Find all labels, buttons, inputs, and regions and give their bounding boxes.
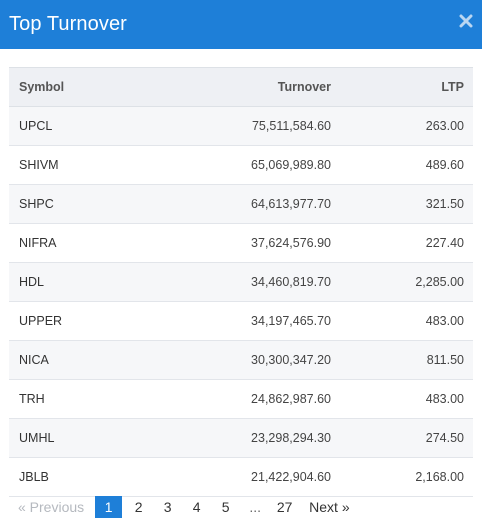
cell-symbol: UMHL	[9, 418, 159, 458]
cell-symbol: UPPER	[9, 301, 159, 341]
turnover-table: Symbol Turnover LTP UPCL 75,511,584.60 263…	[9, 67, 473, 497]
cell-symbol: SHIVM	[9, 145, 159, 185]
modal-title: Top Turnover	[9, 13, 127, 35]
table-row[interactable]: SHPC 64,613,977.70 321.50	[9, 184, 473, 224]
cell-ltp: 811.50	[337, 340, 473, 380]
table-row[interactable]: NICA 30,300,347.20 811.50	[9, 340, 473, 380]
cell-turnover: 65,069,989.80	[159, 145, 337, 185]
cell-symbol: NICA	[9, 340, 159, 380]
table-row[interactable]: UPPER 34,197,465.70 483.00	[9, 301, 473, 341]
cell-turnover: 64,613,977.70	[159, 184, 337, 224]
cell-turnover: 34,460,819.70	[159, 262, 337, 302]
cell-symbol: NIFRA	[9, 223, 159, 263]
cell-ltp: 274.50	[337, 418, 473, 458]
turnover-table-container: Symbol Turnover LTP UPCL 75,511,584.60 263…	[9, 67, 473, 497]
table-row[interactable]: UPCL 75,511,584.60 263.00	[9, 106, 473, 146]
table-header-row: Symbol Turnover LTP	[9, 67, 473, 107]
cell-symbol: UPCL	[9, 106, 159, 146]
cell-turnover: 24,862,987.60	[159, 379, 337, 419]
cell-ltp: 489.60	[337, 145, 473, 185]
table-row[interactable]: NIFRA 37,624,576.90 227.40	[9, 223, 473, 263]
pagination: « Previous 1 2 3 4 5 ... 27 Next »	[18, 496, 350, 518]
cell-ltp: 227.40	[337, 223, 473, 263]
modal-header: Top Turnover	[0, 0, 482, 49]
cell-symbol: JBLB	[9, 457, 159, 497]
next-page-button[interactable]: Next »	[309, 499, 350, 515]
cell-turnover: 21,422,904.60	[159, 457, 337, 497]
table-row[interactable]: SHIVM 65,069,989.80 489.60	[9, 145, 473, 185]
cell-symbol: TRH	[9, 379, 159, 419]
cell-symbol: SHPC	[9, 184, 159, 224]
page-button-3[interactable]: 3	[163, 499, 172, 515]
cell-ltp: 2,168.00	[337, 457, 473, 497]
cell-turnover: 37,624,576.90	[159, 223, 337, 263]
cell-symbol: HDL	[9, 262, 159, 302]
table-row[interactable]: HDL 34,460,819.70 2,285.00	[9, 262, 473, 302]
table-row[interactable]: UMHL 23,298,294.30 274.50	[9, 418, 473, 458]
column-header-turnover[interactable]: Turnover	[159, 67, 337, 107]
page-button-4[interactable]: 4	[192, 499, 201, 515]
cell-turnover: 75,511,584.60	[159, 106, 337, 146]
table-row[interactable]: JBLB 21,422,904.60 2,168.00	[9, 457, 473, 497]
pagination-ellipsis: ...	[249, 499, 261, 515]
cell-ltp: 483.00	[337, 379, 473, 419]
cell-ltp: 2,285.00	[337, 262, 473, 302]
cell-turnover: 34,197,465.70	[159, 301, 337, 341]
column-header-ltp[interactable]: LTP	[337, 67, 473, 107]
cell-turnover: 30,300,347.20	[159, 340, 337, 380]
cell-ltp: 321.50	[337, 184, 473, 224]
column-header-symbol[interactable]: Symbol	[9, 67, 159, 107]
cell-turnover: 23,298,294.30	[159, 418, 337, 458]
page-button-2[interactable]: 2	[134, 499, 143, 515]
previous-page-button[interactable]: « Previous	[18, 499, 85, 515]
page-button-last[interactable]: 27	[276, 499, 293, 515]
cell-ltp: 263.00	[337, 106, 473, 146]
page-button-5[interactable]: 5	[221, 499, 230, 515]
table-row[interactable]: TRH 24,862,987.60 483.00	[9, 379, 473, 419]
close-icon[interactable]	[458, 11, 474, 31]
page-button-1[interactable]: 1	[95, 496, 123, 518]
cell-ltp: 483.00	[337, 301, 473, 341]
